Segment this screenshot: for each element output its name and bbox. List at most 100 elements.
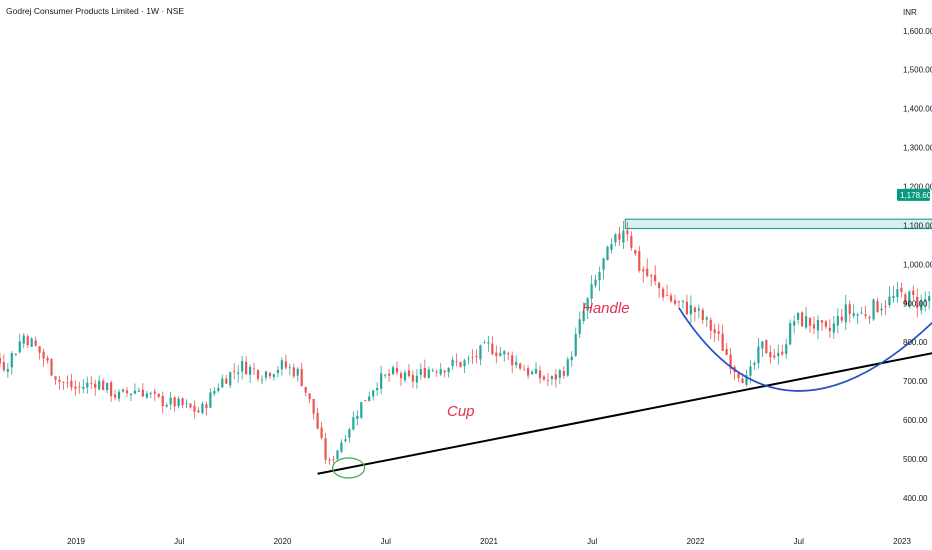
candle-body [840, 316, 843, 321]
candle-body [368, 396, 371, 401]
candle-body [479, 345, 482, 360]
candle-body [916, 296, 919, 308]
y-tick-label: 900.00 [903, 299, 928, 308]
candle-body [606, 246, 609, 261]
candle-body [22, 335, 25, 344]
candle-body [384, 374, 387, 376]
y-tick-label: 1,500.00 [903, 66, 932, 75]
candle-body [380, 373, 383, 389]
candle-body [336, 450, 339, 460]
candle-body [661, 288, 665, 298]
candle-body [542, 376, 546, 380]
candle-body [590, 284, 593, 299]
x-tick-label: Jul [587, 537, 597, 546]
candle-body [864, 314, 867, 317]
candle-body [0, 358, 2, 364]
candle-body [872, 299, 875, 320]
candle-body [58, 380, 61, 382]
cup-label: Cup [447, 403, 475, 420]
x-tick-label: Jul [381, 537, 391, 546]
candle-body [201, 403, 204, 413]
candle-body [296, 368, 299, 376]
candle-body [884, 306, 887, 308]
y-tick-label: 600.00 [903, 416, 928, 425]
candle-body [793, 321, 796, 326]
candle-body [312, 399, 315, 414]
candle-body [610, 244, 613, 250]
candle-body [622, 230, 625, 243]
last-price-badge [897, 188, 930, 201]
candle-body [602, 258, 605, 270]
candle-body [415, 375, 418, 383]
candle-body [836, 316, 839, 326]
candle-body [141, 389, 144, 397]
annotation-layer [317, 218, 932, 479]
candle-body [272, 374, 276, 377]
candle-body [689, 305, 692, 315]
candle-body [391, 367, 395, 374]
candle-body [777, 352, 780, 357]
candle-body [62, 382, 65, 384]
candle-body [149, 393, 152, 395]
candle-body [2, 362, 5, 371]
candle-body [407, 370, 411, 376]
candle-body [34, 340, 37, 346]
x-tick-label: Jul [174, 537, 184, 546]
candle-body [534, 368, 538, 374]
candle-body [669, 295, 673, 302]
candle-body [705, 317, 708, 320]
candle-body [693, 307, 696, 313]
candle-body [252, 368, 256, 370]
candle-body [185, 403, 188, 405]
candle-body [300, 369, 303, 387]
candle-body [74, 386, 77, 389]
candle-body [304, 386, 307, 393]
candle-body [387, 373, 391, 376]
candle-body [288, 367, 291, 369]
candle-body [558, 370, 561, 378]
y-tick-label: 1,000.00 [903, 260, 932, 269]
candle-body [673, 300, 677, 304]
candle-body [844, 304, 847, 323]
candle-body [487, 342, 490, 344]
candle-body [110, 382, 113, 397]
candle-body [221, 378, 224, 388]
candle-body [574, 334, 577, 356]
currency-label: INR [903, 8, 917, 17]
candle-body [419, 369, 422, 375]
candle-body [125, 390, 129, 394]
y-tick-label: 1,600.00 [903, 27, 932, 36]
candle-body [856, 314, 859, 316]
candle-body [153, 391, 156, 394]
candle-body [566, 359, 569, 376]
y-tick-label: 1,400.00 [903, 105, 932, 114]
candle-body [117, 391, 121, 399]
candle-body [30, 338, 33, 347]
candle-body [245, 361, 248, 375]
candle-body [721, 333, 724, 351]
candle-body [38, 346, 41, 353]
candle-body [876, 301, 879, 313]
x-tick-label: 2022 [687, 537, 705, 546]
candle-body [308, 393, 311, 400]
candle-body [169, 397, 172, 405]
candle-body [523, 369, 526, 371]
candle-body [403, 372, 407, 381]
candle-body [868, 316, 871, 319]
candle-body [264, 371, 268, 378]
candle-body [161, 395, 164, 406]
y-tick-label: 1,100.00 [903, 221, 932, 230]
candle-body [908, 291, 911, 307]
candle-body [157, 393, 160, 397]
candle-body [399, 373, 403, 379]
candle-body [229, 372, 232, 386]
y-tick-label: 1,300.00 [903, 144, 932, 153]
candle-body [177, 398, 180, 407]
candle-body [737, 373, 740, 378]
candle-body [503, 351, 506, 355]
candle-body [280, 360, 283, 370]
candle-body [113, 394, 117, 398]
candle-body [820, 320, 824, 323]
